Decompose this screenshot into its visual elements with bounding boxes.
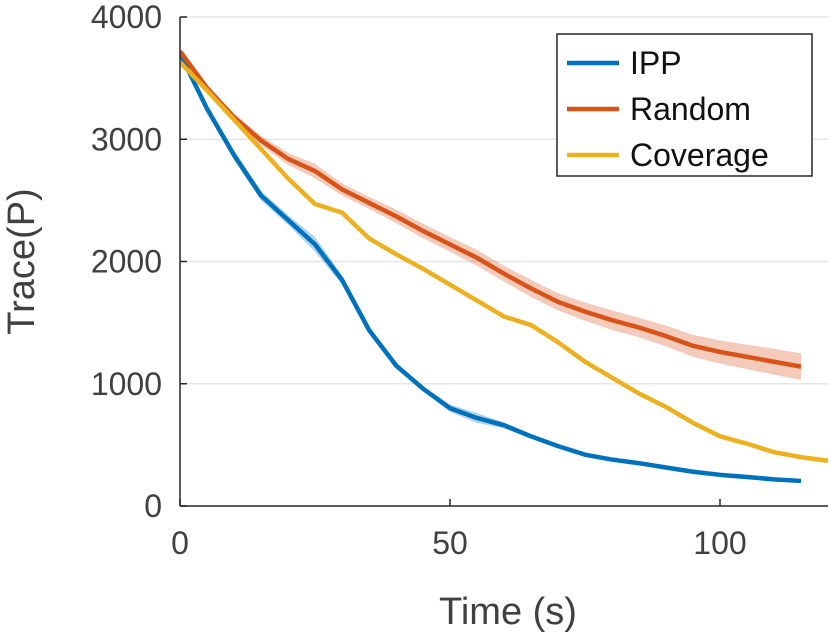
series-line-random	[180, 49, 802, 369]
y-tick-label: 4000	[91, 0, 162, 35]
legend: IPP Random Coverage	[556, 33, 813, 177]
legend-label-coverage: Coverage	[630, 137, 769, 173]
x-tick-label: 0	[171, 525, 189, 561]
series-line-ipp	[180, 52, 802, 484]
x-tick-label: 100	[693, 525, 746, 561]
tick-labels: 0 1000 2000 3000 4000 0 50 100	[91, 0, 747, 561]
axes	[179, 16, 828, 507]
series-lines	[180, 49, 829, 484]
y-tick-label: 0	[144, 488, 162, 524]
x-tick-label: 50	[432, 525, 468, 561]
confidence-bands	[180, 50, 828, 482]
x-axis-title: Time (s)	[439, 591, 577, 633]
series-line-coverage	[180, 60, 829, 463]
legend-label-random: Random	[630, 91, 751, 127]
legend-label-ipp: IPP	[630, 45, 682, 81]
legend-box	[556, 33, 813, 177]
y-tick-label: 3000	[91, 121, 162, 157]
y-tick-label: 1000	[91, 366, 162, 402]
gridlines	[180, 16, 828, 385]
y-axis-title: Trace(P)	[1, 188, 43, 334]
band-random	[180, 50, 801, 381]
y-tick-label: 2000	[91, 244, 162, 280]
